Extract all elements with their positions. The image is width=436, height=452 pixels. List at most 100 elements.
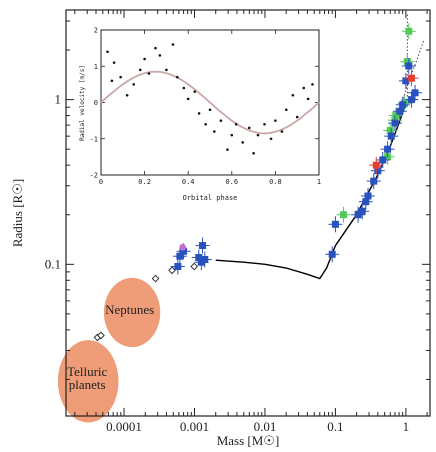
inset-point <box>234 122 238 126</box>
inset-point <box>147 72 151 75</box>
inset-point <box>269 137 273 141</box>
green-point <box>403 58 411 66</box>
tick-labels: 0.0001 0.001 0.01 0.1 1 0.1 1 <box>45 92 409 434</box>
inset-point <box>193 90 197 93</box>
inset-y-tick-label: 0 <box>94 99 98 107</box>
red-point <box>407 74 415 82</box>
inset-point <box>106 50 109 54</box>
plot-frame <box>65 9 431 417</box>
blue-point <box>331 220 339 228</box>
inset-point <box>132 83 135 86</box>
y-axis-label: Radius [R☉] <box>10 179 25 247</box>
blue-point <box>180 247 188 255</box>
blue-point <box>199 242 207 250</box>
inset-point <box>226 148 229 151</box>
blue-point <box>358 207 366 215</box>
red-point <box>372 161 380 169</box>
inset-point <box>291 93 295 97</box>
blue-point <box>370 177 378 185</box>
inset-point <box>125 93 129 97</box>
inset-point <box>302 86 306 90</box>
blue-point <box>354 211 362 219</box>
inset-point <box>311 83 314 86</box>
inset-point <box>252 151 255 155</box>
inset-point <box>171 43 175 46</box>
inset-point <box>110 79 114 83</box>
open-diamond-point <box>190 262 199 271</box>
inset-x-tick-label: 1 <box>317 178 321 186</box>
inset-point <box>274 119 277 122</box>
planets-label: planets <box>69 377 106 392</box>
inset-point <box>256 133 260 137</box>
inset-y-tick-label: -2 <box>90 172 98 180</box>
x-tick-label: 0.0001 <box>106 419 142 434</box>
inset-point <box>306 97 310 101</box>
x-tick-label: 1 <box>403 419 410 434</box>
inset-point <box>295 115 299 119</box>
blue-point <box>399 101 407 109</box>
blue-point <box>402 77 410 85</box>
inset-point <box>182 86 186 90</box>
purple-point <box>179 243 187 251</box>
green-point <box>405 27 413 35</box>
y-tick-label: 0.1 <box>45 256 61 271</box>
inset-point <box>213 130 216 133</box>
mass-radius-plot: Neptunes Telluric planets 0.0001 0.001 0.0… <box>10 9 431 448</box>
blue-point <box>195 254 203 262</box>
x-tick-label: 0.1 <box>327 419 343 434</box>
inset-point <box>197 112 201 115</box>
blue-point <box>201 255 209 263</box>
inset-point <box>280 130 284 133</box>
inset-point <box>230 133 234 137</box>
blue-point <box>362 198 370 206</box>
neptunes-label: Neptunes <box>105 302 154 317</box>
green-point <box>386 126 394 134</box>
telluric-label: Telluric <box>67 364 107 379</box>
blue-point <box>396 107 404 115</box>
inset-data-points <box>106 43 314 155</box>
inset-point <box>208 108 212 112</box>
axis-ticks <box>66 10 430 416</box>
inset-point <box>186 97 190 101</box>
blue-point <box>387 132 395 140</box>
inset-x-axis-label: Orbital phase <box>183 194 238 202</box>
inset-x-tick-label: 0 <box>99 178 103 186</box>
inset-y-axis-label: Radial velocity [m/s] <box>79 65 86 141</box>
inset-x-tick-label: 0.8 <box>269 178 282 186</box>
blue-point <box>374 167 382 175</box>
blue-point <box>176 252 184 260</box>
inset-point <box>241 141 244 144</box>
blue-point <box>405 62 413 70</box>
inset-tick-labels: 0 0.2 0.4 0.6 0.8 1 -2 -1 0 1 2 <box>90 27 322 187</box>
blue-point <box>407 96 415 104</box>
inset-point <box>165 68 168 72</box>
region-labels: Neptunes Telluric planets <box>67 302 154 392</box>
x-axis-label: Mass [M☉] <box>217 433 280 448</box>
y-tick-label: 1 <box>55 92 62 107</box>
open-diamond-point <box>97 331 105 340</box>
blue-point <box>411 89 419 97</box>
green-point <box>339 211 347 219</box>
inset-point <box>138 68 142 72</box>
blue-point <box>364 192 372 200</box>
x-tick-label: 0.001 <box>180 419 209 434</box>
inset-point <box>119 75 122 79</box>
x-tick-label: 0.01 <box>254 419 277 434</box>
inset-point <box>263 122 266 126</box>
inset-point <box>204 122 207 126</box>
inset-point <box>247 126 251 130</box>
open-diamond-point <box>151 274 160 283</box>
green-point <box>392 112 400 120</box>
inset-point <box>112 61 116 64</box>
inset-point <box>219 119 223 122</box>
data-points <box>93 23 423 342</box>
inset-y-tick-label: -1 <box>90 135 98 143</box>
telluric-region <box>57 340 119 423</box>
inset-y-tick-label: 2 <box>94 27 98 35</box>
inset-y-tick-label: 1 <box>94 63 98 71</box>
radial-velocity-inset: 0 0.2 0.4 0.6 0.8 1 -2 -1 0 1 2 Orbital phase Radi… <box>79 27 321 203</box>
inset-point <box>154 46 157 50</box>
inset-point <box>158 54 162 57</box>
population-regions <box>57 277 161 423</box>
